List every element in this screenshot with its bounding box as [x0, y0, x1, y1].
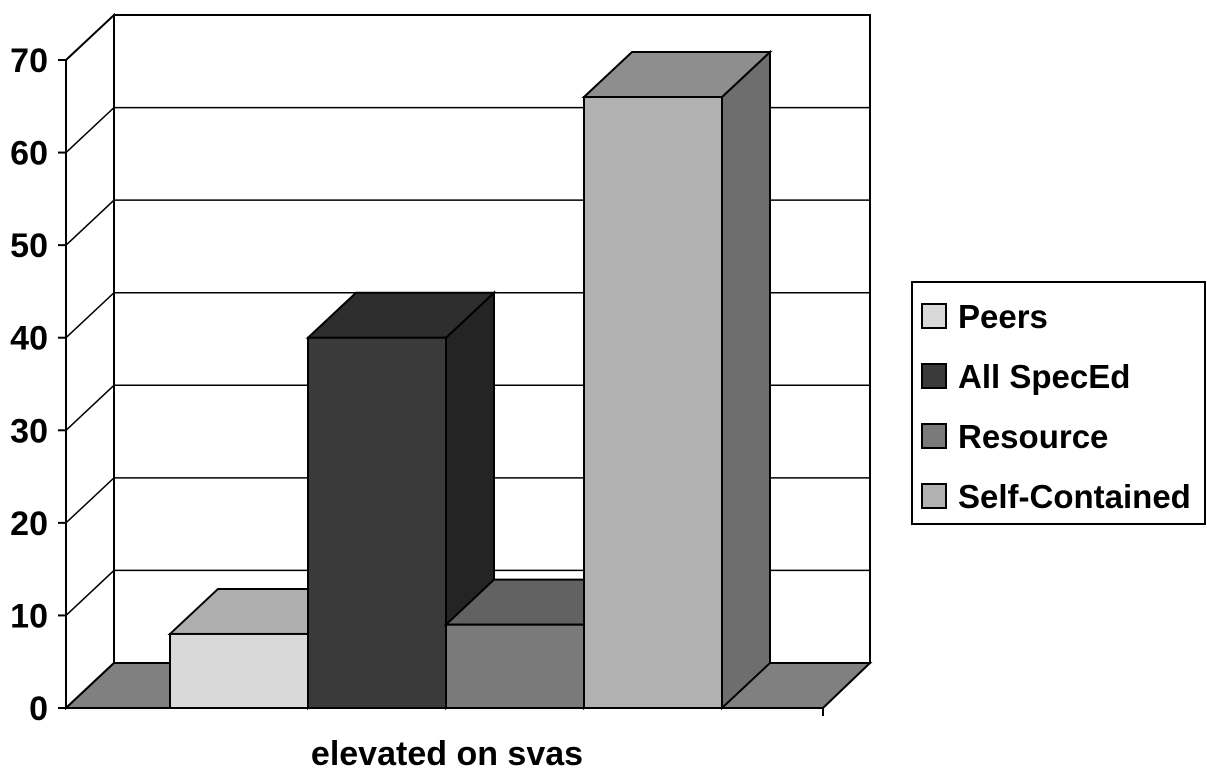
y-tick-label: 20: [10, 505, 48, 543]
bar-front-face: [583, 96, 723, 710]
y-tick-label: 50: [10, 227, 48, 265]
y-axis-ticks: 0 10 20 30 40 50 60 70: [10, 42, 66, 728]
legend-swatch: [921, 423, 947, 449]
bars: [167, 49, 773, 711]
y-tick-label: 30: [10, 412, 48, 450]
bar-side-face: [721, 49, 771, 711]
legend: Peers All SpecEd Resource Self-Contained: [911, 281, 1206, 525]
legend-box: [911, 281, 1206, 525]
legend-swatch: [921, 303, 947, 329]
legend-item: Resource: [921, 418, 1108, 455]
bar-front-face: [307, 336, 447, 709]
y-tick-label: 10: [10, 597, 48, 635]
x-axis-label: elevated on svas: [311, 735, 583, 771]
legend-item: All SpecEd: [921, 358, 1130, 395]
legend-label: All SpecEd: [958, 358, 1130, 395]
legend-swatch: [921, 483, 947, 509]
gridline: [65, 14, 870, 61]
axes: [65, 60, 824, 716]
bar-front-face: [169, 632, 309, 710]
y-tick-label: 60: [10, 135, 48, 173]
y-tick-label: 40: [10, 320, 48, 358]
side-wall: [65, 12, 115, 711]
legend-swatch: [921, 363, 947, 389]
legend-label: Resource: [958, 418, 1108, 455]
y-tick-label: 70: [10, 42, 48, 80]
legend-label: Peers: [958, 298, 1048, 335]
bar-self-contained: [581, 49, 773, 711]
legend-label: Self-Contained: [958, 478, 1191, 515]
legend-item: Peers: [921, 298, 1048, 335]
y-tick-label: 0: [29, 690, 48, 728]
legend-item: Self-Contained: [921, 478, 1191, 515]
bar-front-face: [445, 623, 585, 710]
